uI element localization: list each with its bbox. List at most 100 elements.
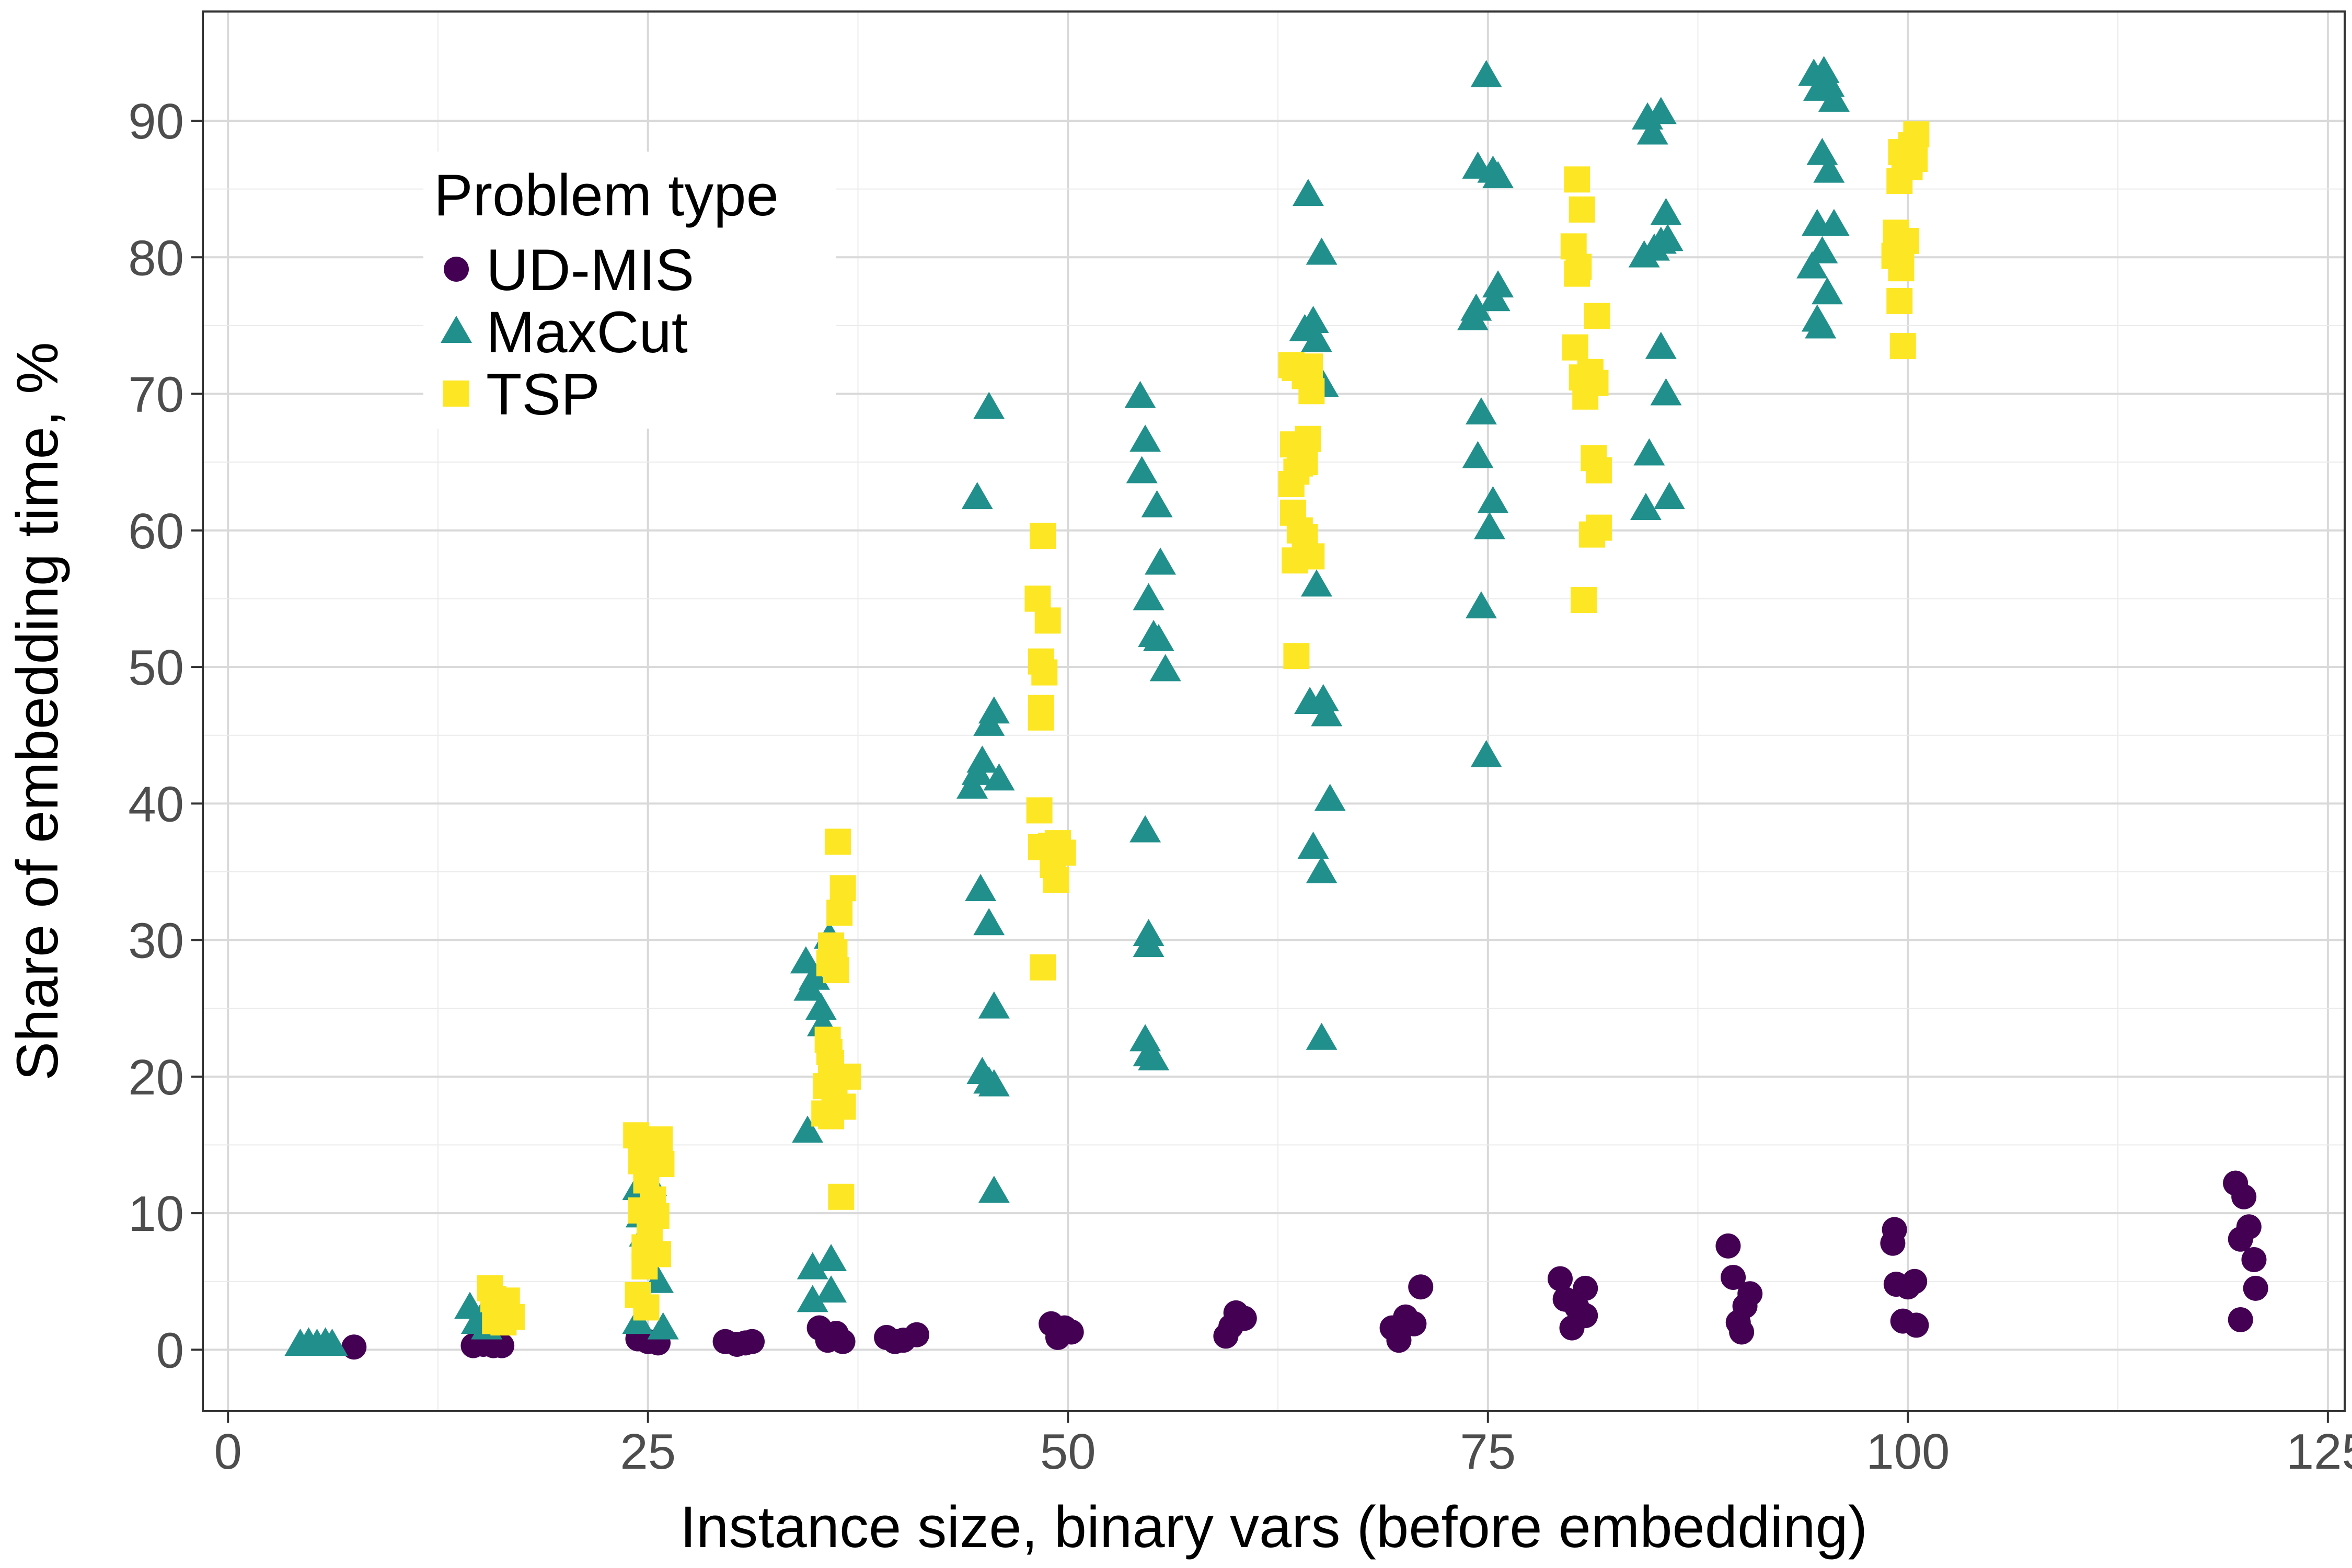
triangle-point bbox=[956, 771, 988, 799]
legend-square-key bbox=[443, 381, 469, 407]
square-point bbox=[648, 1151, 675, 1178]
axes: 0 25 50 75 100 125 0 10 20 30 40 50 60 70 80 90 bbox=[128, 94, 2352, 1480]
circle-point bbox=[1231, 1306, 1257, 1331]
square-point bbox=[1024, 585, 1051, 612]
square-point bbox=[1572, 383, 1599, 410]
square-point bbox=[1030, 954, 1056, 981]
y-tick-label: 10 bbox=[128, 1186, 184, 1242]
triangle-point bbox=[815, 1275, 847, 1303]
legend-label: TSP bbox=[486, 362, 600, 427]
x-tick-label: 25 bbox=[620, 1424, 676, 1480]
triangle-point bbox=[961, 482, 993, 510]
x-tick-label: 50 bbox=[1040, 1424, 1096, 1480]
triangle-point bbox=[1650, 198, 1682, 225]
triangle-point bbox=[1479, 284, 1511, 312]
y-tick-label: 50 bbox=[128, 640, 184, 696]
triangle-point bbox=[1457, 303, 1489, 330]
circle-point bbox=[2228, 1307, 2253, 1332]
series-tsp bbox=[477, 121, 1930, 1336]
triangle-point bbox=[978, 696, 1010, 724]
square-point bbox=[1579, 521, 1606, 548]
square-point bbox=[1886, 167, 1913, 194]
square-point bbox=[1564, 166, 1590, 193]
y-tick-label: 30 bbox=[128, 913, 184, 969]
circle-point bbox=[2236, 1214, 2262, 1240]
legend-background bbox=[423, 152, 836, 429]
triangle-point bbox=[1633, 438, 1665, 466]
triangle-point bbox=[973, 908, 1005, 936]
square-point bbox=[628, 1197, 654, 1224]
y-axis-title: Share of embedding time, % bbox=[5, 342, 70, 1080]
triangle-point bbox=[1124, 381, 1156, 408]
plot-panel-border bbox=[202, 10, 2346, 1412]
square-point bbox=[1282, 547, 1308, 574]
square-point bbox=[647, 1126, 673, 1153]
triangle-point bbox=[1306, 856, 1338, 883]
circle-point bbox=[2231, 1184, 2257, 1209]
triangle-point bbox=[1292, 179, 1324, 206]
triangle-point bbox=[797, 1252, 828, 1279]
square-point bbox=[1585, 457, 1612, 483]
square-point bbox=[623, 1122, 650, 1149]
triangle-point bbox=[1143, 624, 1174, 651]
square-point bbox=[1283, 643, 1310, 670]
triangle-point bbox=[797, 1285, 828, 1312]
triangle-point bbox=[978, 1175, 1010, 1203]
triangle-point bbox=[1306, 237, 1338, 265]
square-point bbox=[1026, 797, 1053, 824]
circle-point bbox=[1386, 1328, 1412, 1353]
triangle-point bbox=[978, 991, 1010, 1019]
triangle-point bbox=[1645, 97, 1677, 124]
triangle-point bbox=[647, 1312, 679, 1340]
square-point bbox=[1028, 704, 1054, 731]
triangle-point bbox=[1133, 930, 1165, 958]
triangle-point bbox=[978, 1069, 1010, 1097]
square-point bbox=[1889, 333, 1916, 360]
square-point bbox=[1569, 196, 1595, 223]
square-point bbox=[818, 1103, 845, 1129]
circle-point bbox=[1729, 1319, 1755, 1345]
triangle-point bbox=[1126, 456, 1158, 483]
triangle-point bbox=[792, 1115, 824, 1143]
triangle-point bbox=[1645, 331, 1677, 359]
triangle-point bbox=[1307, 684, 1339, 711]
triangle-point bbox=[965, 873, 997, 901]
triangle-point bbox=[1465, 397, 1497, 425]
triangle-point bbox=[798, 962, 830, 990]
square-point bbox=[1886, 287, 1913, 314]
circle-point bbox=[1721, 1264, 1746, 1290]
x-tick-label: 75 bbox=[1460, 1424, 1516, 1480]
triangle-point bbox=[966, 745, 998, 773]
square-point bbox=[1295, 425, 1321, 452]
square-point bbox=[1031, 659, 1058, 686]
square-point bbox=[1043, 867, 1069, 893]
triangle-point bbox=[1129, 424, 1161, 452]
circle-point bbox=[1408, 1274, 1434, 1300]
legend-item: TSP bbox=[443, 362, 600, 427]
triangle-point bbox=[983, 763, 1015, 791]
triangle-point bbox=[805, 993, 837, 1020]
legend-triangle-key bbox=[441, 316, 472, 343]
x-tick-label: 100 bbox=[1866, 1424, 1950, 1480]
y-tick-label: 20 bbox=[128, 1050, 184, 1105]
circle-point bbox=[1548, 1266, 1573, 1292]
triangle-point bbox=[1133, 583, 1165, 610]
y-tick-label: 60 bbox=[128, 503, 184, 559]
square-point bbox=[1034, 607, 1061, 634]
circle-point bbox=[341, 1334, 367, 1360]
circle-point bbox=[1573, 1303, 1598, 1329]
x-tick-label: 125 bbox=[2286, 1424, 2352, 1480]
square-point bbox=[824, 828, 851, 855]
triangle-point bbox=[1470, 60, 1502, 87]
circle-point bbox=[830, 1329, 856, 1354]
triangle-point bbox=[1818, 84, 1850, 112]
square-point bbox=[1278, 470, 1305, 497]
triangle-point bbox=[1145, 547, 1177, 575]
square-point bbox=[633, 1294, 660, 1321]
triangle-point bbox=[973, 391, 1005, 419]
series-ud-mis bbox=[341, 1170, 2268, 1360]
triangle-point bbox=[1465, 591, 1497, 619]
circle-point bbox=[1904, 1312, 1929, 1338]
